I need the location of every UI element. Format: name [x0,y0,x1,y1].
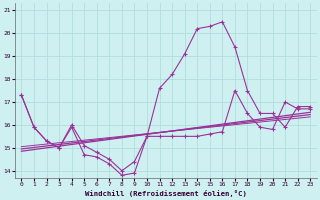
X-axis label: Windchill (Refroidissement éolien,°C): Windchill (Refroidissement éolien,°C) [85,190,247,197]
